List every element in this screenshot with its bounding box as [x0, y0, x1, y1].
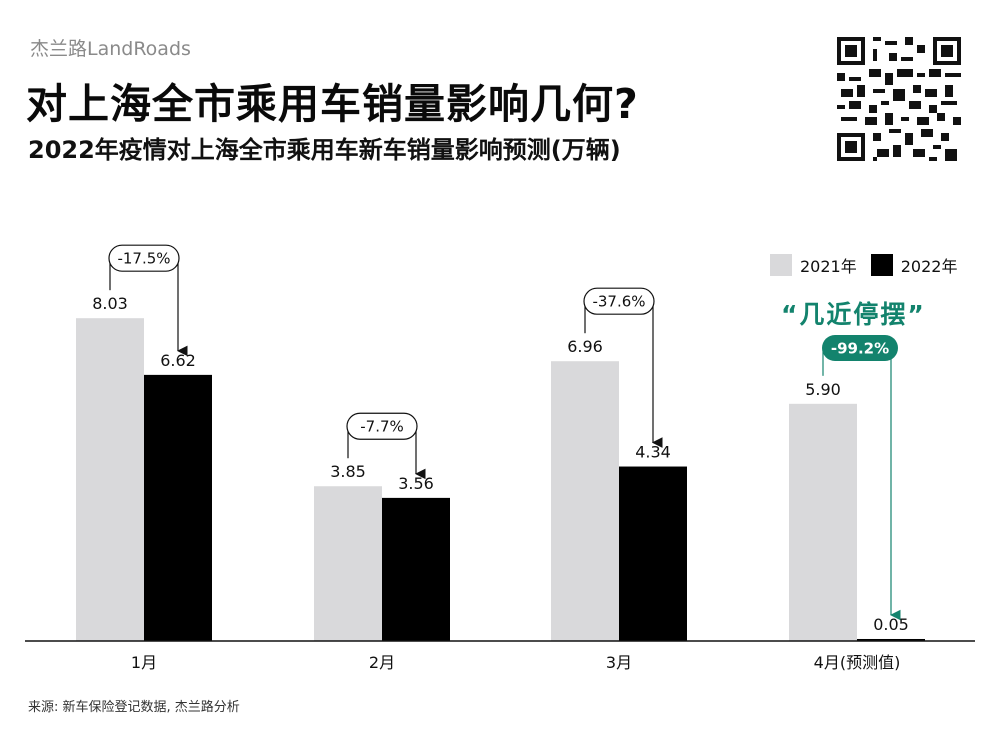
data-label-2022-3: 4.34: [635, 443, 671, 462]
bar-2022-3: [619, 466, 687, 641]
change-label-1: -17.5%: [117, 250, 170, 268]
bar-2021-3: [551, 361, 619, 641]
bar-2021-1: [76, 318, 144, 641]
bar-2022-1: [144, 374, 212, 641]
x-tick-label-4: 4月(预测值): [814, 653, 901, 672]
x-tick-label-3: 3月: [606, 653, 632, 672]
brand-label: 杰兰路LandRoads: [30, 38, 191, 60]
data-label-2022-1: 6.62: [160, 351, 196, 370]
change-pill-3: [583, 287, 655, 315]
data-label-2021-2: 3.85: [330, 462, 366, 481]
source-note: 来源: 新车保险登记数据, 杰兰路分析: [28, 700, 240, 715]
change-pill-2: [346, 412, 418, 440]
bar-2021-4: [789, 403, 857, 641]
change-label-2: -7.7%: [360, 418, 404, 436]
data-label-2021-3: 6.96: [567, 337, 603, 356]
data-label-2021-4: 5.90: [805, 380, 841, 399]
chart-title: 对上海全市乘用车销量影响几何?: [26, 80, 639, 128]
x-tick-label-1: 1月: [131, 653, 157, 672]
qr-code-icon[interactable]: [833, 33, 965, 165]
x-tick-label-2: 2月: [369, 653, 395, 672]
change-pill-4: [822, 335, 898, 361]
bar-2022-4: [857, 638, 925, 641]
change-label-4: -99.2%: [831, 340, 889, 358]
legend-label-2022: 2022年: [900, 257, 958, 276]
change-pill-1: [108, 244, 180, 272]
bar-2021-2: [314, 486, 382, 641]
legend-swatch-2022: [870, 254, 893, 276]
legend-label-2021: 2021年: [800, 257, 857, 276]
highlight-callout: “几近停摆”: [781, 300, 926, 329]
legend-swatch-2021: [770, 254, 792, 276]
chart-subtitle: 2022年疫情对上海全市乘用车新车销量影响预测(万辆): [28, 136, 621, 164]
chart-legend: 2021年 2022年: [770, 253, 971, 277]
bar-2022-2: [382, 497, 450, 641]
data-label-2022-4: 0.05: [873, 615, 909, 634]
data-label-2021-1: 8.03: [92, 294, 128, 313]
change-label-3: -37.6%: [592, 293, 645, 311]
data-label-2022-2: 3.56: [398, 474, 434, 493]
